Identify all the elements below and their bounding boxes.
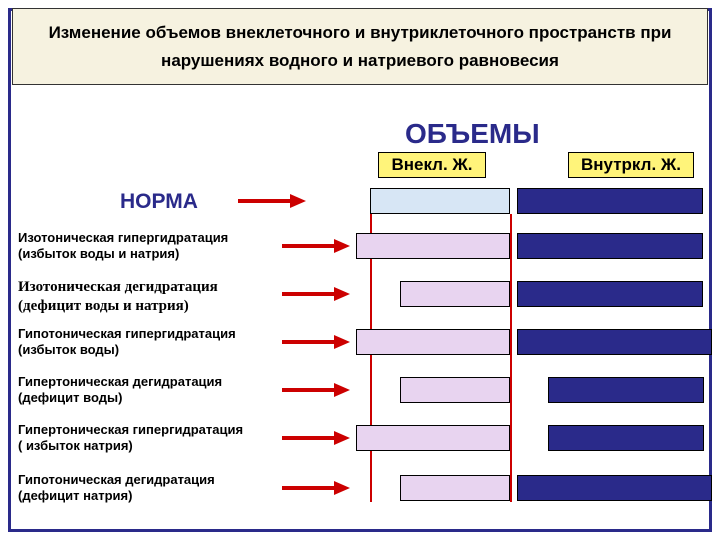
col-header-int: Внутркл. Ж. [568, 152, 694, 178]
int-bar [548, 425, 704, 451]
volumes-title: ОБЪЕМЫ [405, 118, 540, 150]
ext-bar [400, 377, 510, 403]
row-line2: (избыток воды и натрия) [18, 246, 268, 262]
int-bar [517, 233, 703, 259]
row-line2: ( избыток натрия) [18, 438, 268, 454]
row-line1: Гипертоническая дегидратация [18, 374, 268, 390]
arrow-icon [282, 287, 352, 301]
row-label: Гипотоническая гипергидратация (избыток … [18, 326, 268, 359]
row-line1: Гипотоническая гипергидратация [18, 326, 268, 342]
arrow-icon [282, 431, 352, 445]
arrow-icon [282, 239, 352, 253]
row-line2: (избыток воды) [18, 342, 268, 358]
row-line2: (дефицит воды) [18, 390, 268, 406]
ext-bar [356, 425, 510, 451]
row-label: Гипертоническая гипергидратация ( избыто… [18, 422, 268, 455]
row-line2: (дефицит натрия) [18, 488, 268, 504]
row-line1: Изотоническая дегидратация [18, 278, 268, 297]
ext-bar [356, 233, 510, 259]
title-text: Изменение объемов внеклеточного и внутри… [49, 23, 672, 70]
arrow-icon [282, 383, 352, 397]
row-line1: Гипертоническая гипергидратация [18, 422, 268, 438]
row-label: Гипотоническая дегидратация (дефицит нат… [18, 472, 268, 505]
int-bar [517, 475, 712, 501]
int-bar [548, 377, 704, 403]
norm-bar-ext [370, 188, 510, 214]
ext-bar [400, 281, 510, 307]
int-bar [517, 329, 712, 355]
ref-line-int [510, 214, 512, 502]
row-label: Изотоническая гипергидратация (избыток в… [18, 230, 268, 263]
row-line2: (дефицит воды и натрия) [18, 297, 268, 316]
ext-bar [400, 475, 510, 501]
norm-label: НОРМА [120, 190, 198, 214]
row-line1: Изотоническая гипергидратация [18, 230, 268, 246]
row-line1: Гипотоническая дегидратация [18, 472, 268, 488]
arrow-norm [238, 194, 308, 208]
row-label: Гипертоническая дегидратация (дефицит во… [18, 374, 268, 407]
arrow-icon [282, 335, 352, 349]
arrow-icon [282, 481, 352, 495]
row-label: Изотоническая дегидратация (дефицит воды… [18, 278, 268, 316]
col-header-ext: Внекл. Ж. [378, 152, 486, 178]
norm-bar-int [517, 188, 703, 214]
title-box: Изменение объемов внеклеточного и внутри… [12, 8, 708, 85]
int-bar [517, 281, 703, 307]
ext-bar [356, 329, 510, 355]
